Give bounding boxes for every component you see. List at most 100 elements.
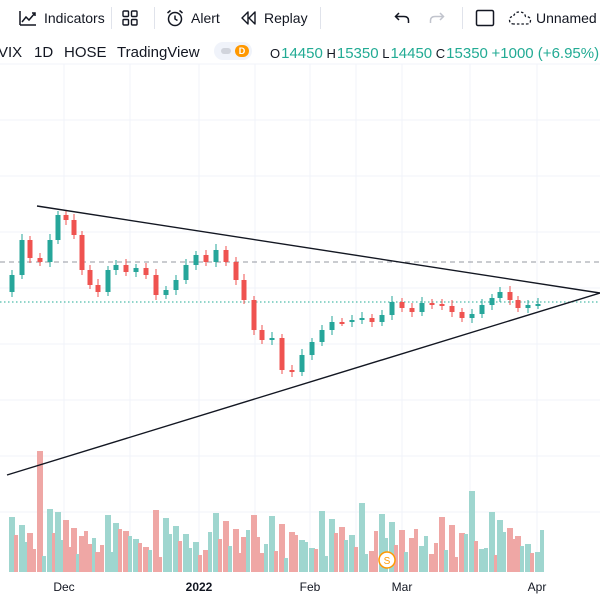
candle-body [469, 314, 475, 318]
candle-body [19, 240, 25, 275]
volume-bar [79, 536, 85, 572]
volume-bar [454, 557, 458, 572]
candle-body [535, 304, 541, 306]
volume-bar [218, 539, 222, 572]
toolbar-divider [111, 7, 112, 29]
volume-bar [27, 533, 33, 572]
volume-bar [334, 533, 338, 572]
ohlc-values: O14450 H15350 L14450 C15350 +1000 (+6.95… [270, 45, 599, 62]
event-marker-label: S [384, 556, 391, 567]
volume-bar [414, 529, 418, 572]
candle-body [87, 270, 93, 285]
volume-bar [449, 525, 455, 572]
candle-body [133, 268, 139, 272]
templates-button[interactable] [121, 0, 139, 36]
replay-button[interactable]: Replay [240, 0, 308, 36]
candle-body [389, 302, 395, 315]
cloud-icon [508, 11, 532, 25]
volume-bar [113, 523, 119, 572]
volume-bar [68, 547, 72, 572]
volume-bar [19, 525, 25, 572]
x-tick-label: 2022 [186, 580, 213, 594]
candle-body [223, 250, 229, 262]
volume-bars [9, 451, 544, 572]
volume-bar [329, 519, 335, 572]
triangle-upper-trendline[interactable] [36, 205, 600, 294]
interval-label[interactable]: 1D [34, 44, 54, 61]
candle-body [399, 302, 405, 308]
candle-body [449, 306, 455, 312]
close-key: C [435, 46, 446, 61]
volume-bar [289, 532, 295, 572]
volume-bar [246, 530, 250, 572]
indicators-button[interactable]: Indicators [18, 0, 105, 36]
volume-bar [92, 538, 96, 572]
undo-button[interactable] [393, 0, 411, 36]
candle-body [419, 303, 425, 312]
x-tick-label: Apr [528, 580, 547, 594]
split-event-marker[interactable]: S [378, 551, 396, 569]
candle-body [349, 320, 355, 322]
volume-bar [434, 543, 438, 572]
candle-body [379, 315, 385, 322]
badge-letter: D [235, 45, 249, 57]
redo-button[interactable] [428, 0, 446, 36]
status-dot [221, 48, 231, 54]
volume-bar [143, 547, 149, 572]
volume-bar [369, 551, 375, 572]
candle-body [113, 265, 119, 270]
symbol-name[interactable]: VIX [0, 44, 23, 61]
candle-body [37, 258, 43, 262]
volume-bar [9, 517, 15, 572]
volume-bar [183, 534, 189, 572]
alert-button[interactable]: Alert [165, 0, 220, 36]
volume-bar [394, 545, 398, 572]
volume-bar [118, 529, 122, 572]
time-axis: Dec 2022 Feb Mar Apr [53, 580, 546, 594]
candle-body [279, 338, 285, 370]
candle-body [95, 285, 101, 292]
top-toolbar: Indicators Alert Replay [0, 0, 600, 36]
candle-body [489, 298, 495, 305]
candle-body [369, 318, 375, 322]
volume-bar [439, 517, 445, 572]
volume-bar [269, 516, 275, 572]
layout-button[interactable]: Unnamed [508, 0, 597, 36]
candle-body [47, 240, 53, 262]
open-value: 14450 [281, 45, 323, 62]
volume-bar [173, 526, 179, 572]
candle-body [193, 255, 199, 265]
candle-body [439, 304, 445, 306]
triangle-lower-trendline[interactable] [6, 292, 600, 476]
volume-bar [304, 542, 308, 572]
fullscreen-button[interactable] [475, 0, 495, 36]
volume-bar [259, 553, 265, 572]
volume-bar [100, 545, 104, 572]
candle-body [269, 338, 275, 340]
volume-bar [354, 547, 358, 572]
volume-bar [213, 513, 219, 572]
volume-bar [464, 534, 468, 572]
volume-bar [193, 542, 199, 572]
volume-bar [279, 524, 285, 572]
data-source-label: TradingView [117, 44, 200, 61]
volume-bar [233, 529, 239, 572]
volume-bar [163, 518, 169, 572]
candle-body [233, 262, 239, 280]
alert-label: Alert [191, 10, 220, 26]
market-status-badge[interactable]: D [214, 42, 252, 60]
candle-body [123, 265, 129, 272]
volume-bar [55, 512, 61, 572]
indicators-label: Indicators [44, 10, 105, 26]
volume-bar [251, 515, 257, 572]
candle-body [259, 330, 265, 340]
volume-bar [223, 521, 229, 572]
volume-bar [489, 512, 495, 572]
volume-bar [314, 549, 318, 572]
volume-bar [238, 553, 242, 572]
volume-bar [110, 552, 114, 572]
candle-body [515, 300, 521, 308]
volume-bar [294, 535, 298, 572]
volume-bar [535, 552, 541, 572]
